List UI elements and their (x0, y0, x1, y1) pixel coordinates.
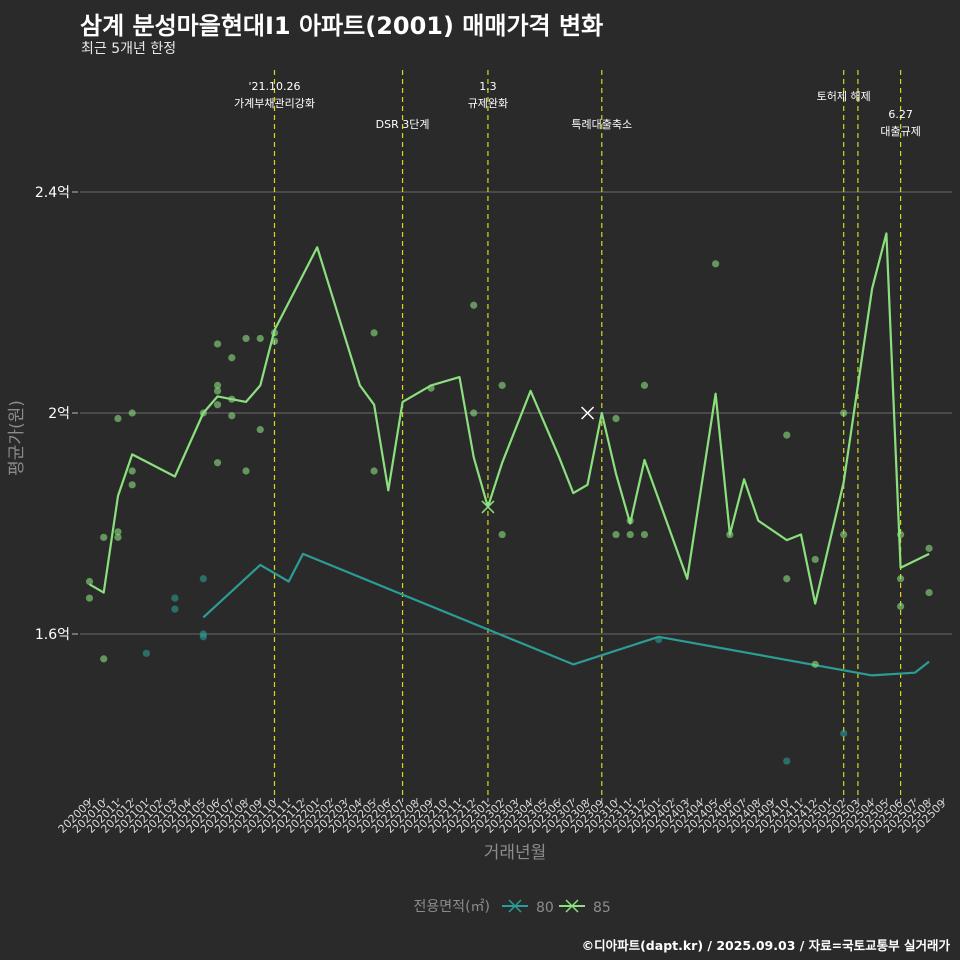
highlight-marker (481, 500, 495, 514)
scatter-points (85, 260, 933, 765)
data-point (840, 409, 848, 417)
legend-key-cross (565, 899, 579, 913)
data-point (85, 594, 94, 602)
annotation-label: DSR 3단계 (376, 118, 430, 131)
data-point (626, 530, 634, 539)
data-point (114, 414, 122, 423)
legend-label: 80 (536, 900, 554, 916)
y-axis-title: 평균가(원) (7, 400, 27, 476)
chart-subtitle: 최근 5개년 한정 (81, 41, 177, 57)
annotation-label: 대출규제 (880, 125, 920, 138)
y-tick-label: 1.6억 (35, 627, 70, 643)
data-point (470, 409, 478, 417)
data-point (213, 459, 222, 467)
gridlines (80, 191, 952, 635)
highlight-marker (581, 406, 595, 420)
data-point (897, 575, 905, 583)
data-point (199, 633, 207, 641)
data-point (370, 329, 378, 337)
legend-key-85 (559, 899, 585, 913)
series-line-80 (202, 552, 930, 677)
data-point (85, 577, 94, 586)
data-point (783, 757, 791, 765)
data-point (655, 635, 663, 644)
data-point (213, 340, 222, 348)
data-point (270, 337, 279, 345)
series-line-85 (88, 232, 930, 605)
data-point (811, 660, 819, 668)
data-point (370, 467, 378, 475)
data-point (142, 649, 151, 657)
data-point (228, 354, 236, 362)
data-point (199, 575, 207, 583)
data-point (783, 431, 791, 439)
x-axis-ticks: 2020092020102020112020122021012021022021… (56, 797, 949, 836)
data-point (840, 530, 848, 539)
data-point (640, 530, 649, 539)
source-caption: ©디아파트(dapt.kr) / 2025.09.03 / 자료=국토교통부 실… (581, 938, 950, 953)
y-tick-label: 2억 (48, 406, 70, 422)
data-point (726, 530, 734, 539)
data-point (171, 594, 179, 602)
annotation-label: 특례대출축소 (571, 118, 632, 131)
data-point (811, 555, 819, 564)
data-point (213, 401, 222, 409)
data-point (114, 533, 122, 541)
x-axis-title: 거래년월 (484, 843, 547, 863)
data-point (256, 334, 264, 343)
legend-title: 전용면적(㎡) (414, 899, 490, 915)
data-point (228, 412, 236, 420)
data-point (783, 575, 791, 583)
data-point (114, 528, 122, 536)
data-point (100, 655, 108, 663)
data-point (100, 533, 108, 541)
data-point (242, 334, 250, 343)
data-point (199, 409, 207, 417)
data-point (171, 605, 179, 613)
legend-key-cross (508, 899, 522, 913)
data-point (612, 530, 620, 539)
chart-title: 삼계 분성마을현대I1 아파트(2001) 매매가격 변화 (80, 12, 604, 40)
data-point (213, 381, 222, 389)
data-point (128, 481, 136, 489)
policy-lines (273, 70, 902, 796)
legend: 전용면적(㎡) 80 85 (414, 899, 611, 916)
data-point (427, 384, 435, 392)
data-point (925, 588, 933, 597)
data-point (498, 530, 506, 539)
annotation-label: '21.10.26 (248, 80, 300, 93)
data-point (498, 381, 506, 389)
data-point (470, 301, 478, 309)
legend-key-80 (502, 899, 528, 913)
data-point (256, 425, 264, 434)
marker-stroke (481, 500, 495, 514)
data-point (925, 544, 933, 552)
annotation-label: 가계부채관리강화 (234, 97, 315, 110)
data-point (228, 395, 236, 403)
annotation-label: 토허제 해제 (817, 89, 871, 103)
annotation-label: 1.3 (479, 80, 497, 93)
data-point (712, 260, 720, 268)
y-tick-label: 2.4억 (35, 185, 70, 201)
data-point (640, 381, 649, 389)
data-point (626, 517, 634, 525)
series-lines (88, 232, 930, 677)
y-axis-ticks: 1.6억 2억 2.4억 (35, 185, 78, 643)
data-point (612, 414, 620, 423)
data-point (897, 602, 905, 610)
data-point (270, 329, 279, 337)
marker-stroke (581, 406, 595, 420)
annotation-label: 규제완화 (468, 97, 508, 110)
data-point (128, 467, 136, 475)
annotation-label: 6.27 (888, 108, 913, 121)
data-point (242, 467, 250, 475)
data-point (897, 530, 905, 539)
legend-label: 85 (593, 900, 611, 916)
data-point (840, 729, 848, 738)
data-point (128, 409, 136, 417)
data-point (213, 387, 222, 395)
